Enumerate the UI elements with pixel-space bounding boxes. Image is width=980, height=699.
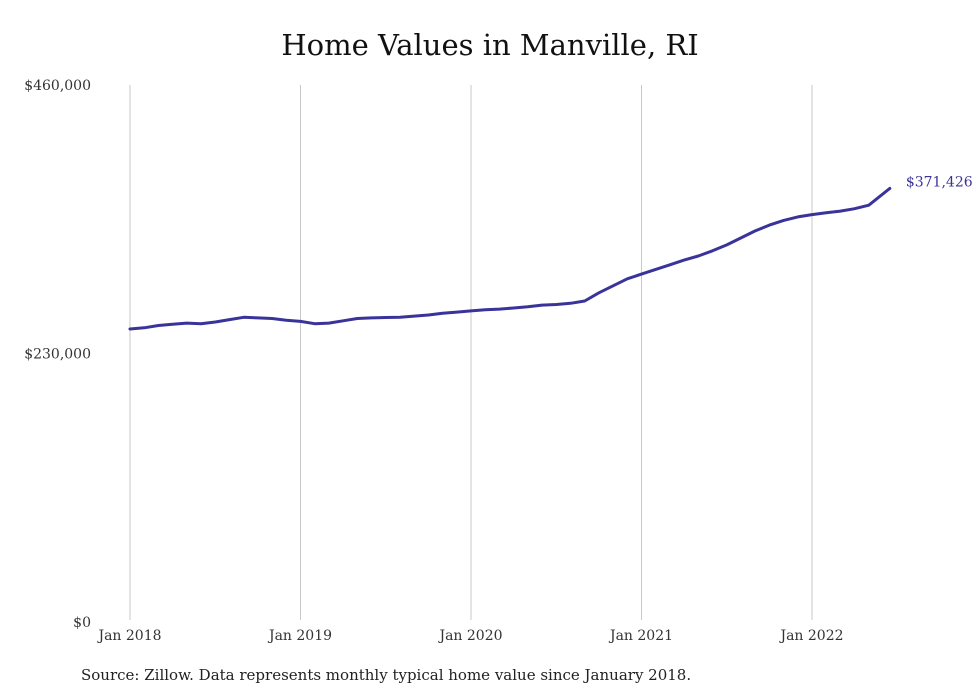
x-tick-label: Jan 2021 (608, 628, 673, 644)
x-tick-label: Jan 2022 (778, 628, 843, 644)
x-tick-label: Jan 2019 (267, 628, 332, 644)
y-tick-label: $460,000 (24, 78, 91, 94)
source-note: Source: Zillow. Data represents monthly … (81, 666, 692, 684)
x-tick-label: Jan 2020 (437, 628, 502, 644)
y-tick-label: $0 (73, 615, 91, 631)
series-line (128, 186, 892, 331)
y-tick-label: $230,000 (24, 347, 91, 363)
chart-title: Home Values in Manville, RI (281, 28, 699, 62)
end-value-label: $371,426 (906, 174, 973, 190)
x-tick-label: Jan 2018 (96, 628, 161, 644)
